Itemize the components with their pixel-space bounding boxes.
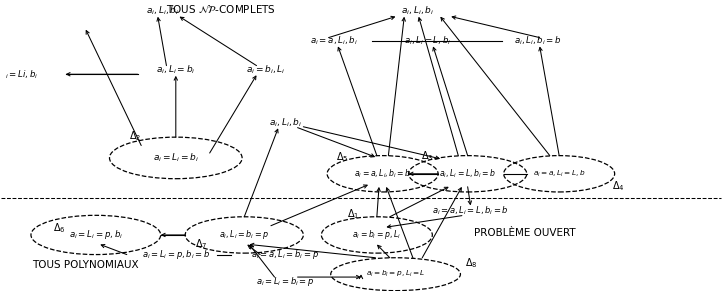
Text: $\Delta_7$: $\Delta_7$ [195,237,208,251]
Text: PROBLÈME OUVERT: PROBLÈME OUVERT [474,228,576,238]
Text: $a_i=b_i=p, L_i$: $a_i=b_i=p, L_i$ [352,228,401,242]
Text: $a_i=L_i=b_i$: $a_i=L_i=b_i$ [153,152,199,164]
Text: $a_i, L_i=L, b_i$: $a_i, L_i=L, b_i$ [404,35,451,47]
Text: $\Delta_5$: $\Delta_5$ [336,150,348,164]
Text: $a_i, L_i, b_i$: $a_i, L_i, b_i$ [269,116,302,129]
Text: $a_i, L_i, b_i=b$: $a_i, L_i, b_i=b$ [513,35,562,47]
Text: $\Delta_6$: $\Delta_6$ [53,221,65,235]
Text: $a_i=a, L_i, b_i=b$: $a_i=a, L_i, b_i=b$ [354,168,412,180]
Text: $a_i, L_i=b_i=p$: $a_i, L_i=b_i=p$ [219,228,269,242]
Text: $a_i=a, L_i=L, b_i=b$: $a_i=a, L_i=L, b_i=b$ [432,205,509,217]
Text: $_{i}=Li, b_i$: $_{i}=Li, b_i$ [5,68,38,81]
Text: $a_i, L_i, b_i$: $a_i, L_i, b_i$ [401,5,434,17]
Text: $a_i=a, L_i=b_i=p$: $a_i=a, L_i=b_i=p$ [251,248,319,261]
Text: $a_i, L_i=L, b_i=b$: $a_i, L_i=L, b_i=b$ [439,168,496,180]
Text: $a_i=L_i=b_i=p$: $a_i=L_i=b_i=p$ [256,275,315,288]
Text: $\Delta_2$: $\Delta_2$ [129,129,142,143]
Text: $a_i=L_i=p, b_i=b$: $a_i=L_i=p, b_i=b$ [142,248,210,261]
Text: $\Delta_3$: $\Delta_3$ [421,150,433,163]
Text: TOUS POLYNOMIAUX: TOUS POLYNOMIAUX [32,260,139,270]
Text: $a_i=a, L_i=L, b$: $a_i=a, L_i=L, b$ [533,169,586,179]
Text: $\Delta_4$: $\Delta_4$ [612,179,625,193]
Text: $a_i=a, L_i, b_i$: $a_i=a, L_i, b_i$ [310,35,357,47]
Text: $a_i=b_i, L_i$: $a_i=b_i, L_i$ [246,64,286,76]
Text: $a_i, L_i=b_i$: $a_i, L_i=b_i$ [156,64,196,76]
Text: $a_i=b_i=p, L_i=L$: $a_i=b_i=p, L_i=L$ [366,269,425,279]
Text: $a_i, L_i, b_i$: $a_i, L_i, b_i$ [147,5,180,17]
Text: $\Delta_1$: $\Delta_1$ [347,207,359,221]
Text: $\Delta_8$: $\Delta_8$ [466,256,478,269]
Text: $a_i=L_i=p, b_i$: $a_i=L_i=p, b_i$ [69,228,123,242]
Text: TOUS $\mathcal{NP}$-COMPLETS: TOUS $\mathcal{NP}$-COMPLETS [165,3,276,15]
